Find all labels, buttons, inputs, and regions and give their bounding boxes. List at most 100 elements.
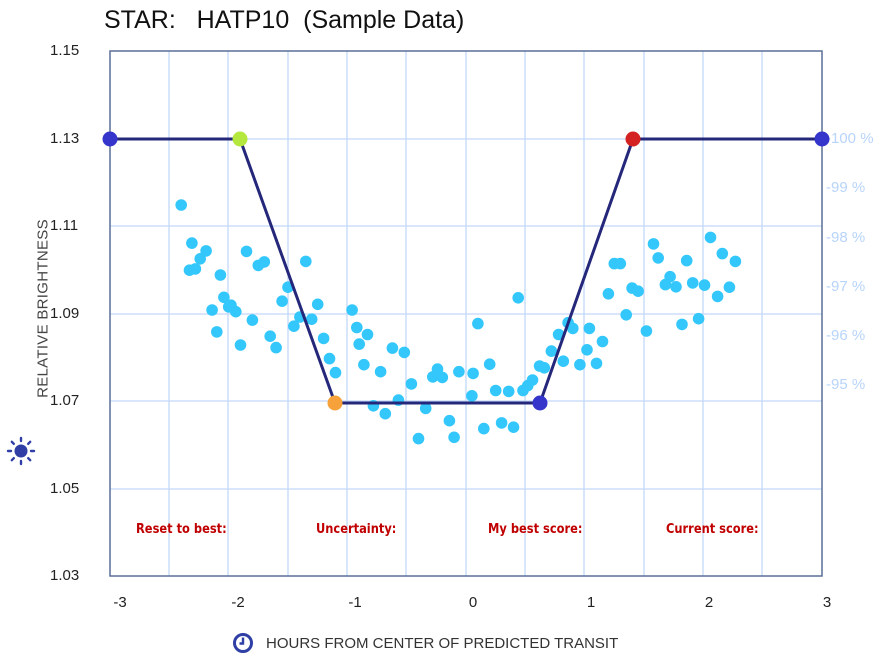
data-point — [186, 237, 198, 249]
x-tick-neg1: -1 — [348, 594, 362, 611]
data-point — [545, 345, 558, 357]
data-point — [632, 285, 644, 298]
data-point — [311, 298, 324, 311]
data-point — [723, 281, 736, 294]
data-point — [412, 432, 425, 445]
y-tick-1.05: 1.05 — [50, 480, 80, 497]
data-point — [175, 199, 187, 211]
right-baseline-handle[interactable] — [814, 131, 830, 147]
data-point — [246, 314, 259, 326]
x-axis-label: HOURS FROM CENTER OF PREDICTED TRANSIT — [232, 632, 618, 654]
data-point — [614, 257, 627, 270]
data-point — [300, 255, 312, 268]
data-point — [194, 252, 206, 265]
data-point — [729, 255, 742, 268]
data-point — [557, 355, 570, 368]
data-point — [483, 358, 496, 371]
right-tick-98: -98 % — [826, 229, 866, 246]
reset-to-best-label[interactable]: Reset to best: — [136, 522, 227, 537]
data-point — [329, 366, 342, 379]
data-point — [466, 390, 478, 402]
data-point — [323, 352, 336, 365]
data-point — [489, 384, 502, 397]
data-point — [206, 304, 218, 316]
x-tick-neg3: -3 — [113, 594, 127, 611]
data-point — [398, 346, 411, 359]
data-point — [346, 304, 358, 316]
left-baseline-handle[interactable] — [102, 131, 118, 147]
data-point — [240, 245, 253, 258]
data-point — [270, 341, 282, 354]
data-point — [386, 342, 399, 354]
clock-icon — [233, 633, 253, 653]
y-tick-1.03: 1.03 — [50, 567, 80, 584]
data-point — [358, 358, 370, 371]
data-point — [704, 231, 717, 244]
data-point — [620, 309, 632, 321]
plot-frame — [109, 50, 823, 577]
data-point — [698, 279, 711, 291]
right-tick-95: -95 % — [826, 376, 866, 393]
data-point — [670, 281, 682, 293]
data-point — [264, 330, 277, 343]
y-tick-1.13: 1.13 — [50, 130, 80, 147]
data-point — [640, 325, 653, 337]
y-tick-1.09: 1.09 — [50, 305, 80, 322]
data-point — [602, 288, 615, 300]
data-point — [317, 332, 330, 345]
data-points — [175, 199, 742, 445]
data-point — [574, 358, 586, 371]
data-point — [353, 338, 366, 350]
data-point — [288, 320, 300, 333]
x-tick-3: 3 — [822, 594, 832, 611]
data-point — [472, 317, 484, 330]
data-point — [453, 365, 465, 378]
data-point — [647, 238, 660, 250]
egress-start-handle[interactable] — [532, 395, 548, 411]
x-axis-label-text: HOURS FROM CENTER OF PREDICTED TRANSIT — [266, 634, 619, 652]
data-point — [374, 365, 387, 378]
data-point — [507, 421, 520, 434]
data-point — [567, 322, 579, 335]
data-point — [664, 270, 676, 283]
data-point — [526, 374, 539, 386]
data-point — [583, 322, 596, 335]
data-point — [711, 290, 724, 303]
data-point — [443, 414, 456, 427]
x-tick-0: 0 — [468, 594, 478, 611]
data-point — [379, 407, 392, 420]
data-point — [652, 252, 664, 264]
y-tick-1.07: 1.07 — [50, 392, 80, 409]
sun-icon — [6, 436, 36, 466]
x-tick-2: 2 — [704, 594, 714, 611]
data-point — [276, 295, 288, 308]
data-point — [680, 254, 693, 267]
x-tick-1: 1 — [586, 594, 596, 611]
x-tick-neg2: -2 — [231, 594, 245, 611]
right-tick-96: -96 % — [826, 327, 866, 344]
uncertainty-label: Uncertainty: — [316, 522, 397, 537]
data-point — [351, 321, 363, 334]
data-point — [686, 277, 699, 289]
data-point — [467, 367, 479, 380]
data-point — [405, 378, 418, 390]
ingress-end-handle[interactable] — [327, 395, 343, 411]
data-point — [305, 313, 318, 326]
data-point — [538, 362, 551, 374]
egress-end-handle[interactable] — [625, 131, 641, 147]
current-score-label: Current score: — [666, 522, 759, 537]
ingress-start-handle[interactable] — [232, 131, 248, 147]
data-point — [552, 328, 565, 341]
data-point — [502, 385, 515, 398]
my-best-score-label: My best score: — [488, 522, 583, 537]
data-point — [512, 292, 524, 304]
y-tick-1.11: 1.11 — [50, 217, 79, 234]
right-tick-99: -99 % — [826, 179, 866, 196]
data-point — [495, 417, 508, 429]
data-point — [361, 328, 374, 341]
grid — [110, 51, 822, 576]
data-point — [218, 291, 230, 304]
data-point — [596, 335, 609, 348]
data-point — [230, 305, 242, 318]
